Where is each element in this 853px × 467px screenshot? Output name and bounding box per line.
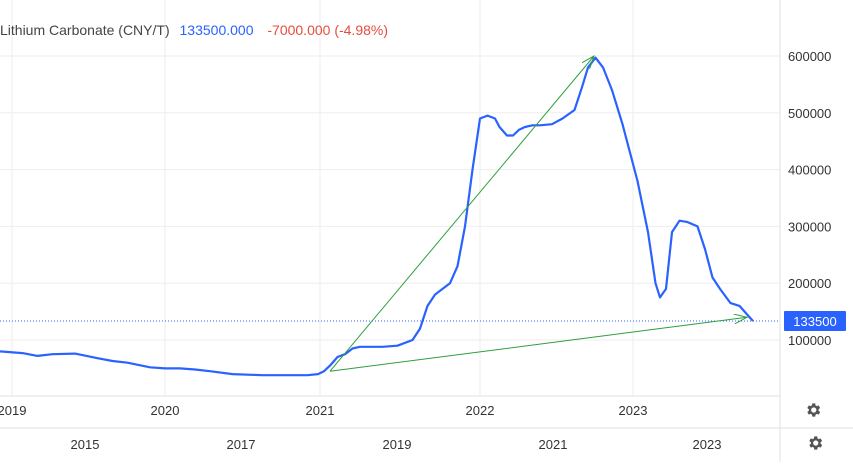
x-tick-label-lower: 2023 (693, 437, 722, 452)
x-tick-label-upper: 2023 (619, 403, 648, 418)
x-tick-label-lower: 2019 (383, 437, 412, 452)
chart-legend: Lithium Carbonate (CNY/T) 133500.000 -70… (0, 22, 388, 38)
last-price-tag-label: 133500 (793, 314, 836, 329)
price-series-line (0, 56, 754, 377)
y-tick-label: 600000 (788, 49, 831, 64)
x-tick-label-lower: 2015 (71, 437, 100, 452)
price-change: -7000.000 (-4.98%) (267, 22, 389, 38)
x-tick-label-upper: 2022 (466, 403, 495, 418)
symbol-name: Lithium Carbonate (CNY/T) (0, 22, 170, 38)
y-tick-label: 400000 (788, 163, 831, 178)
x-tick-label-upper: 2021 (306, 403, 335, 418)
x-tick-label-lower: 2017 (227, 437, 256, 452)
x-tick-label-upper: 2020 (151, 403, 180, 418)
last-price: 133500.000 (179, 22, 254, 38)
y-tick-label: 300000 (788, 219, 831, 234)
trend-arrow (329, 317, 747, 372)
y-tick-label: 100000 (788, 333, 831, 348)
y-tick-label: 500000 (788, 106, 831, 121)
trend-arrow (329, 56, 594, 372)
x-tick-label-lower: 2021 (539, 437, 568, 452)
gear-icon[interactable] (806, 434, 824, 452)
last-price-tag: 133500 (784, 310, 846, 331)
gear-icon[interactable] (804, 401, 822, 419)
x-tick-label-upper: 2019 (0, 403, 26, 418)
last-price-tag-bg (784, 310, 846, 331)
y-tick-label: 200000 (788, 276, 831, 291)
